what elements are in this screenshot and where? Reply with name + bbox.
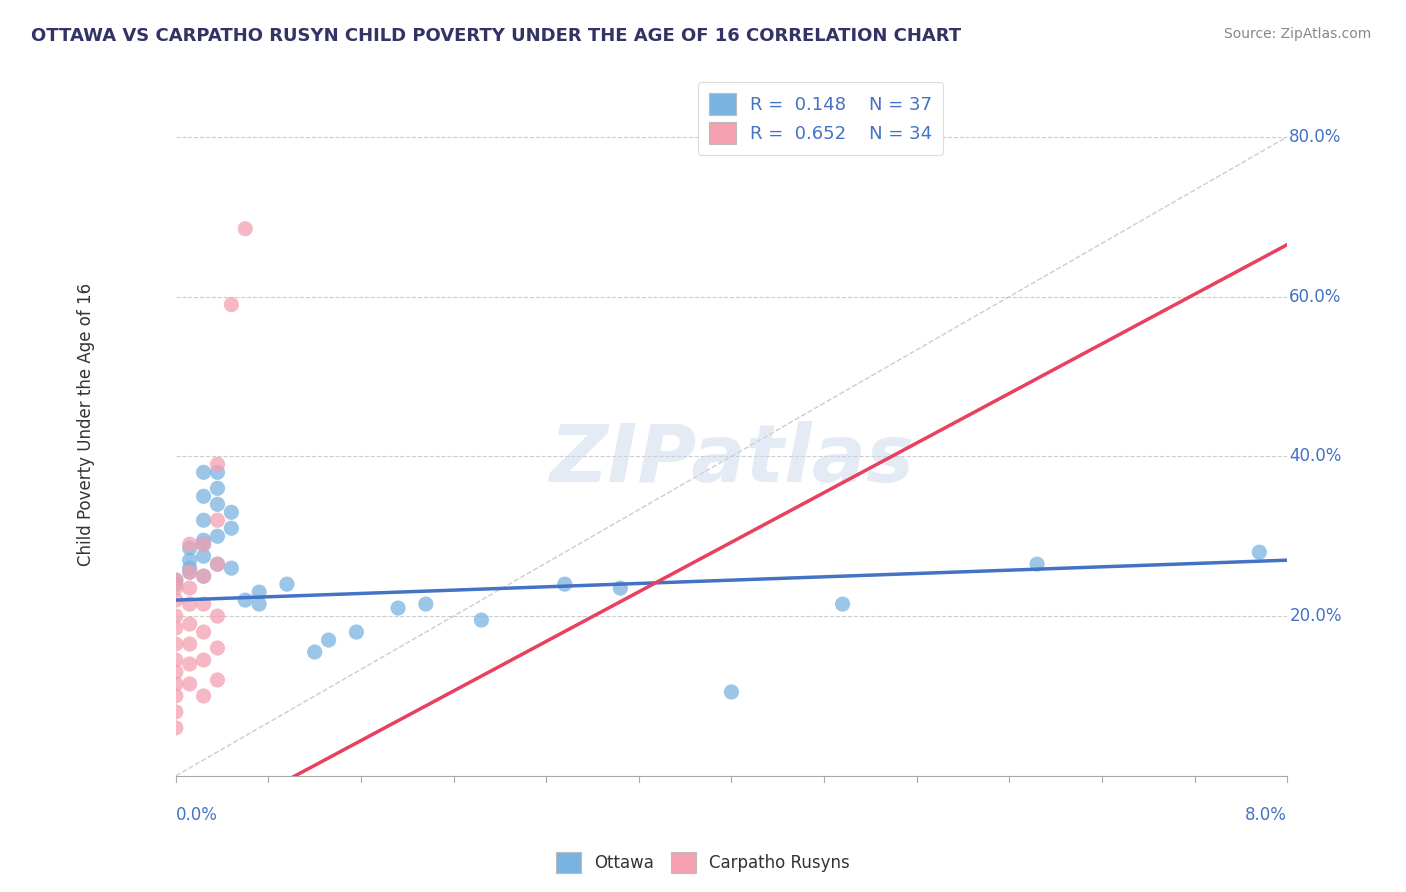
Point [207, 497, 229, 511]
Point [193, 549, 215, 564]
Point [1026, 557, 1049, 571]
Point [221, 297, 243, 311]
Point [179, 537, 201, 551]
Point [193, 569, 215, 583]
Legend: Ottawa, Carpatho Rusyns: Ottawa, Carpatho Rusyns [550, 846, 856, 880]
Point [1249, 545, 1271, 559]
Point [304, 645, 326, 659]
Point [720, 685, 742, 699]
Point [387, 601, 409, 615]
Point [415, 597, 437, 611]
Point [344, 625, 367, 640]
Point [193, 537, 215, 551]
Point [179, 657, 201, 671]
Point [207, 640, 229, 655]
Point [179, 553, 201, 567]
Point [179, 541, 201, 556]
Point [165, 721, 187, 735]
Point [193, 653, 215, 667]
Point [179, 561, 201, 575]
Point [165, 573, 187, 587]
Text: 8.0%: 8.0% [1246, 806, 1286, 824]
Legend: R =  0.148    N = 37, R =  0.652    N = 34: R = 0.148 N = 37, R = 0.652 N = 34 [697, 82, 943, 155]
Point [831, 597, 853, 611]
Point [193, 625, 215, 640]
Point [179, 617, 201, 632]
Point [179, 637, 201, 651]
Point [221, 561, 243, 575]
Point [221, 505, 243, 519]
Point [179, 581, 201, 595]
Text: 80.0%: 80.0% [1289, 128, 1341, 146]
Point [554, 577, 576, 591]
Point [193, 689, 215, 703]
Point [318, 633, 340, 648]
Point [207, 513, 229, 527]
Point [165, 609, 187, 624]
Point [165, 689, 187, 703]
Text: 0.0%: 0.0% [176, 806, 218, 824]
Point [276, 577, 298, 591]
Text: 60.0%: 60.0% [1289, 287, 1341, 306]
Point [179, 565, 201, 579]
Point [179, 677, 201, 691]
Point [193, 537, 215, 551]
Point [207, 466, 229, 480]
Point [207, 557, 229, 571]
Point [165, 581, 187, 595]
Text: 40.0%: 40.0% [1289, 448, 1341, 466]
Point [165, 653, 187, 667]
Point [247, 597, 270, 611]
Point [207, 458, 229, 472]
Text: Source: ZipAtlas.com: Source: ZipAtlas.com [1223, 27, 1371, 41]
Point [207, 673, 229, 687]
Point [165, 705, 187, 719]
Point [207, 609, 229, 624]
Point [165, 637, 187, 651]
Point [193, 597, 215, 611]
Point [165, 677, 187, 691]
Point [207, 529, 229, 543]
Point [179, 597, 201, 611]
Point [179, 565, 201, 579]
Point [609, 581, 631, 595]
Point [233, 221, 256, 235]
Text: 20.0%: 20.0% [1289, 607, 1341, 625]
Point [193, 466, 215, 480]
Point [207, 481, 229, 495]
Point [207, 557, 229, 571]
Text: ZIPatlas: ZIPatlas [548, 420, 914, 499]
Point [233, 593, 256, 607]
Text: Child Poverty Under the Age of 16: Child Poverty Under the Age of 16 [76, 283, 94, 566]
Point [165, 593, 187, 607]
Point [221, 521, 243, 535]
Point [247, 585, 270, 599]
Text: OTTAWA VS CARPATHO RUSYN CHILD POVERTY UNDER THE AGE OF 16 CORRELATION CHART: OTTAWA VS CARPATHO RUSYN CHILD POVERTY U… [31, 27, 962, 45]
Point [470, 613, 492, 627]
Point [165, 573, 187, 587]
Point [193, 489, 215, 503]
Point [193, 569, 215, 583]
Point [193, 533, 215, 548]
Point [165, 665, 187, 679]
Point [165, 577, 187, 591]
Point [165, 621, 187, 635]
Point [193, 513, 215, 527]
